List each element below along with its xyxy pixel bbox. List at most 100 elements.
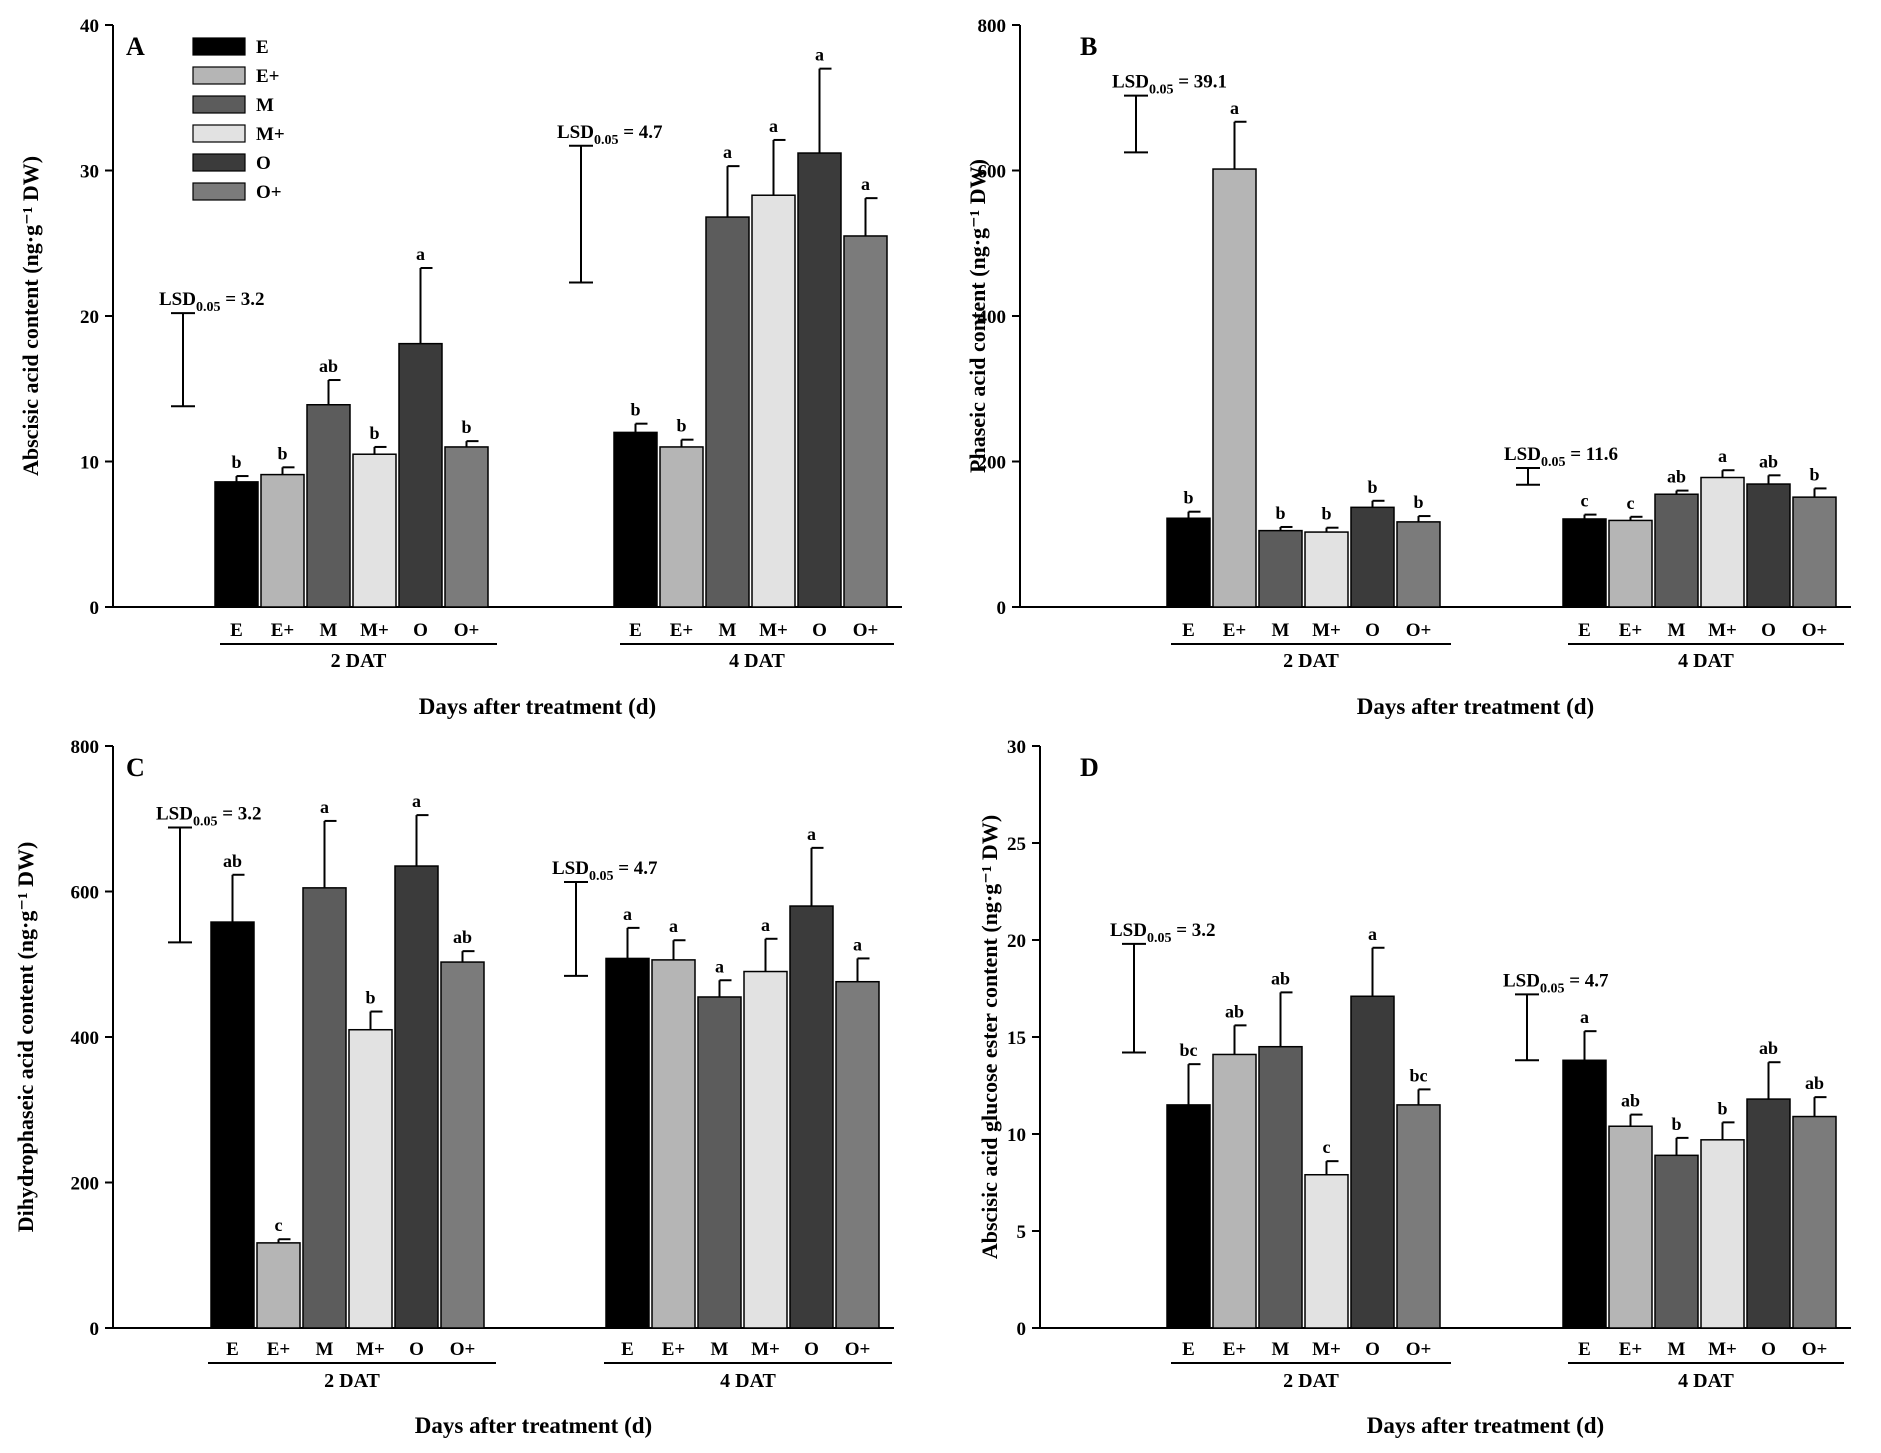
y-tick-label: 40 [80, 16, 99, 37]
bar-M [705, 216, 750, 608]
x-tick-label: O+ [1406, 1339, 1432, 1360]
significance-letter: a [715, 956, 724, 976]
significance-letter: ab [1271, 968, 1290, 988]
significance-letter: b [1809, 464, 1819, 484]
y-tick-label: 10 [80, 453, 99, 474]
panel-letter: C [126, 753, 145, 782]
group-4-dat: b Eb E+ a Ma M+ a Oa O+ 4 DAT LSD0.05 = 4.7 [557, 45, 894, 672]
x-tick-label: M+ [1708, 1339, 1737, 1360]
y-tick-label: 25 [1007, 834, 1026, 855]
significance-letter: a [853, 934, 862, 954]
bar-O+ [1396, 521, 1441, 608]
bar-O+ [843, 235, 888, 608]
significance-letter: b [461, 417, 471, 437]
x-tick-label: O+ [853, 620, 879, 641]
x-tick-label: M+ [360, 620, 389, 641]
bar-E [1166, 517, 1211, 608]
legend-label: E+ [256, 66, 280, 87]
significance-letter: b [365, 988, 375, 1008]
lsd-label: LSD0.05 = 11.6 [1504, 444, 1618, 470]
x-tick-label: E+ [662, 1339, 686, 1360]
x-tick-label: M [1668, 1339, 1686, 1360]
group-label: 2 DAT [1283, 1370, 1339, 1392]
legend-swatch-O [192, 153, 246, 172]
significance-letter: a [320, 797, 329, 817]
bar-E+ [1212, 168, 1257, 608]
significance-letter: b [1183, 488, 1193, 508]
group-2-dat: b Eb E+ ab Mb M+ a Ob O+ 2 DAT LSD0.05 = 3.2 [159, 244, 497, 672]
significance-letter: a [1580, 1007, 1589, 1027]
bar-O [398, 342, 443, 608]
x-tick-label: M+ [356, 1339, 385, 1360]
significance-letter: ab [1667, 467, 1686, 487]
bar-M [1258, 1045, 1303, 1329]
y-tick-label: 200 [978, 453, 1007, 474]
x-axis-label: Days after treatment (d) [1357, 694, 1594, 719]
bar-M+ [743, 970, 788, 1329]
x-tick-label: E [230, 620, 243, 641]
significance-letter: a [807, 824, 816, 844]
panel-letter: D [1080, 753, 1099, 782]
y-axis-label: Phaseic acid content (ng·g⁻¹ DW) [965, 159, 990, 473]
x-tick-label: O+ [454, 620, 480, 641]
x-tick-label: M [711, 1339, 729, 1360]
legend-swatch-M+ [192, 124, 246, 143]
x-tick-label: O [413, 620, 428, 641]
x-tick-label: E [226, 1339, 239, 1360]
significance-letter: a [1368, 924, 1377, 944]
panel-D: 0 5 10 15 20 25 30 D Abscisic acid glucose ester… [977, 737, 1851, 1438]
y-axis-label: Dihydrophaseic acid content (ng·g⁻¹ DW) [13, 842, 38, 1233]
lsd-label: LSD0.05 = 3.2 [1110, 920, 1216, 946]
bar-M+ [1304, 531, 1349, 608]
significance-letter: b [1275, 503, 1285, 523]
bar-M+ [1304, 1173, 1349, 1329]
significance-letter: b [1671, 1114, 1681, 1134]
lsd-label: LSD0.05 = 3.2 [156, 803, 262, 829]
x-tick-label: E+ [1223, 620, 1247, 641]
significance-letter: c [1627, 493, 1635, 513]
x-tick-label: E+ [1619, 620, 1643, 641]
bar-E [1562, 1059, 1607, 1329]
bar-M [1654, 1154, 1699, 1329]
bar-O+ [1792, 1115, 1837, 1329]
group-2-dat: b Ea E+ b Mb M+ b Ob O+ 2 DAT LSD0.05 = 39.1 [1112, 72, 1451, 672]
lsd-label: LSD0.05 = 4.7 [557, 122, 663, 148]
significance-letter: bc [1180, 1040, 1198, 1060]
bar-E [613, 431, 658, 608]
bar-M [1654, 493, 1699, 608]
bar-O+ [1792, 496, 1837, 608]
x-tick-label: E [1182, 1339, 1195, 1360]
significance-letter: ab [1225, 1001, 1244, 1021]
x-tick-label: O+ [1406, 620, 1432, 641]
significance-letter: a [861, 174, 870, 194]
x-tick-label: O+ [1802, 620, 1828, 641]
y-tick-label: 400 [978, 307, 1007, 328]
bar-O+ [835, 980, 880, 1329]
significance-letter: ab [1759, 1038, 1778, 1058]
bar-M [306, 404, 351, 608]
significance-letter: a [769, 116, 778, 136]
significance-letter: a [412, 791, 421, 811]
x-tick-label: O [1365, 1339, 1380, 1360]
significance-letter: c [1581, 491, 1589, 511]
x-tick-label: M [320, 620, 338, 641]
lsd-bracket: LSD0.05 = 4.7 [552, 858, 658, 977]
x-tick-label: O+ [845, 1339, 871, 1360]
significance-letter: a [723, 142, 732, 162]
x-tick-label: E+ [670, 620, 694, 641]
x-tick-label: M+ [1708, 620, 1737, 641]
significance-letter: ab [453, 927, 472, 947]
x-tick-label: O [812, 620, 827, 641]
x-tick-label: O [804, 1339, 819, 1360]
y-tick-label: 0 [997, 598, 1007, 619]
x-tick-label: E [1578, 620, 1591, 641]
group-label: 2 DAT [1283, 650, 1339, 672]
bar-M+ [751, 194, 796, 608]
lsd-bracket: LSD0.05 = 4.7 [1503, 970, 1609, 1062]
bar-M+ [1700, 1139, 1745, 1329]
y-axis-label: Abscisic acid glucose ester content (ng·… [977, 815, 1002, 1259]
bar-E [1562, 518, 1607, 608]
lsd-label: LSD0.05 = 4.7 [552, 858, 658, 884]
y-tick-label: 800 [978, 16, 1007, 37]
bar-O [394, 865, 439, 1329]
